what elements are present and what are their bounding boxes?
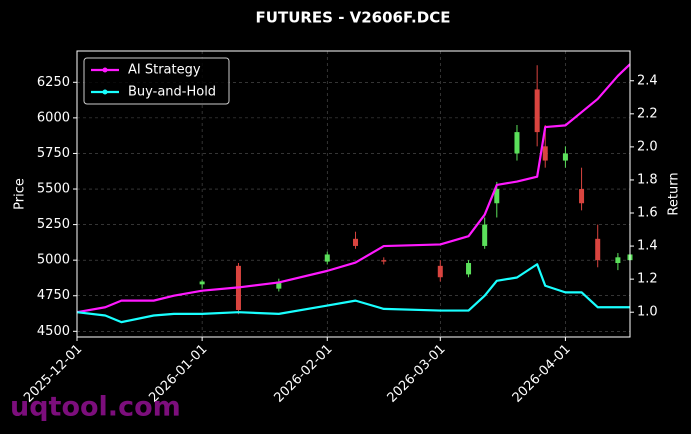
- candle-body: [381, 260, 387, 262]
- candle-body: [514, 132, 520, 154]
- y2-tick-label: 1.2: [637, 272, 658, 287]
- y2-tick-label: 1.6: [637, 206, 658, 221]
- legend-label: Buy-and-Hold: [128, 85, 216, 100]
- y-tick-label: 5000: [37, 253, 70, 268]
- y2-tick-label: 2.2: [637, 106, 658, 121]
- y-tick-label: 4500: [37, 324, 70, 339]
- series-line: [76, 263, 630, 324]
- candle-body: [542, 146, 548, 161]
- legend-marker: [102, 67, 108, 73]
- y-tick-label: 4750: [37, 288, 70, 303]
- plot-frame: [76, 50, 631, 338]
- y-tick-label: 6000: [37, 110, 70, 125]
- y2-tick-label: 2.4: [637, 73, 658, 88]
- series-line: [76, 63, 631, 314]
- candle-body: [276, 281, 282, 289]
- y2-axis-label: Return: [667, 172, 682, 215]
- watermark: uqtool.com: [10, 392, 181, 423]
- candle-body: [353, 238, 359, 246]
- y-tick-label: 6250: [37, 75, 70, 90]
- candle-body: [437, 265, 443, 278]
- y2-tick-label: 1.8: [637, 172, 658, 187]
- chart-title: FUTURES - V2606F.DCE: [256, 9, 451, 27]
- candle-body: [595, 238, 601, 261]
- y2-tick-label: 1.0: [637, 305, 658, 320]
- legend-box: [83, 57, 230, 105]
- candle-body: [615, 257, 621, 264]
- y-tick-label: 5500: [37, 182, 70, 197]
- y-axis-label: Price: [13, 178, 28, 210]
- candle-body: [482, 224, 488, 246]
- candle-body: [199, 281, 205, 285]
- candle-body: [466, 263, 472, 275]
- candle-body: [579, 189, 585, 204]
- y2-tick-label: 2.0: [637, 139, 658, 154]
- candle-body: [534, 89, 540, 133]
- candle-body: [324, 254, 330, 262]
- candle-body: [494, 189, 500, 204]
- candle-body: [562, 153, 568, 161]
- legend-label: AI Strategy: [128, 63, 201, 78]
- y-tick-label: 5750: [37, 146, 70, 161]
- y-tick-label: 5250: [37, 217, 70, 232]
- y2-tick-label: 1.4: [637, 239, 658, 254]
- legend-marker: [102, 89, 108, 95]
